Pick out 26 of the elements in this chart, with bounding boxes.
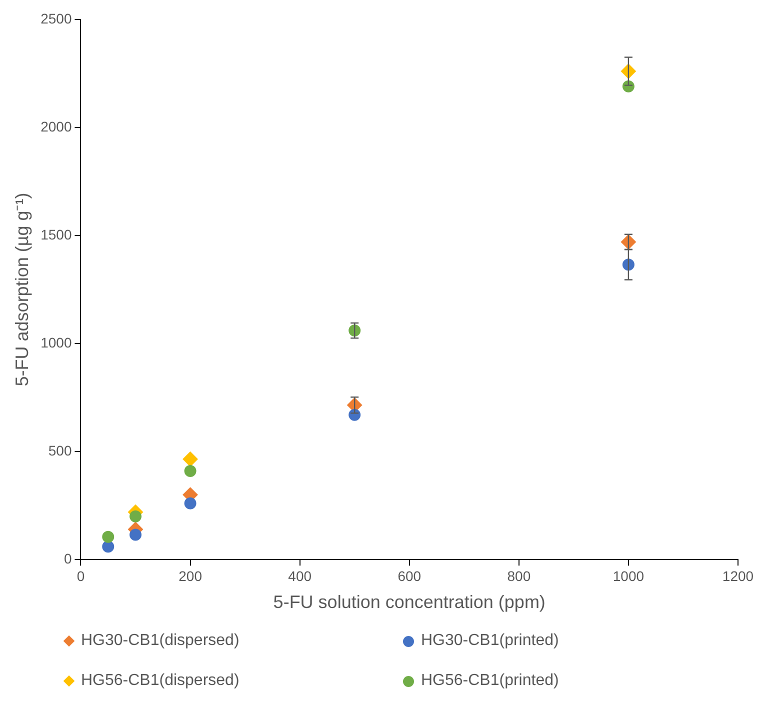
y-tick-label: 2000	[40, 118, 72, 134]
point	[102, 530, 114, 543]
point	[102, 540, 114, 553]
x-tick-label: 600	[398, 568, 422, 584]
y-tick-label: 500	[48, 442, 72, 458]
point	[184, 465, 196, 478]
x-tick-label: 400	[288, 568, 312, 584]
y-axis-title: 5-FU adsorption (µg g⁻¹)	[12, 192, 32, 386]
x-tick-label: 1000	[612, 568, 644, 584]
x-tick-label: 0	[76, 568, 85, 584]
y-tick-label: 2500	[40, 10, 72, 26]
legend-label: HG30-CB1(dispersed)	[81, 632, 240, 650]
x-tick-label: 1200	[722, 568, 754, 584]
y-tick-label: 1500	[40, 226, 72, 242]
x-axis-title: 5-FU solution concentration (ppm)	[273, 592, 546, 612]
point	[130, 528, 142, 541]
legend-label: HG56-CB1(printed)	[421, 672, 559, 690]
point	[182, 452, 198, 467]
legend-label: HG56-CB1(dispersed)	[81, 672, 240, 690]
legend-label: HG30-CB1(printed)	[421, 632, 559, 650]
y-tick-label: 0	[64, 550, 72, 566]
point	[130, 510, 142, 522]
x-tick-label: 800	[507, 568, 531, 584]
y-tick-label: 1000	[40, 334, 72, 350]
point	[184, 497, 196, 510]
x-tick-label: 200	[178, 568, 202, 584]
